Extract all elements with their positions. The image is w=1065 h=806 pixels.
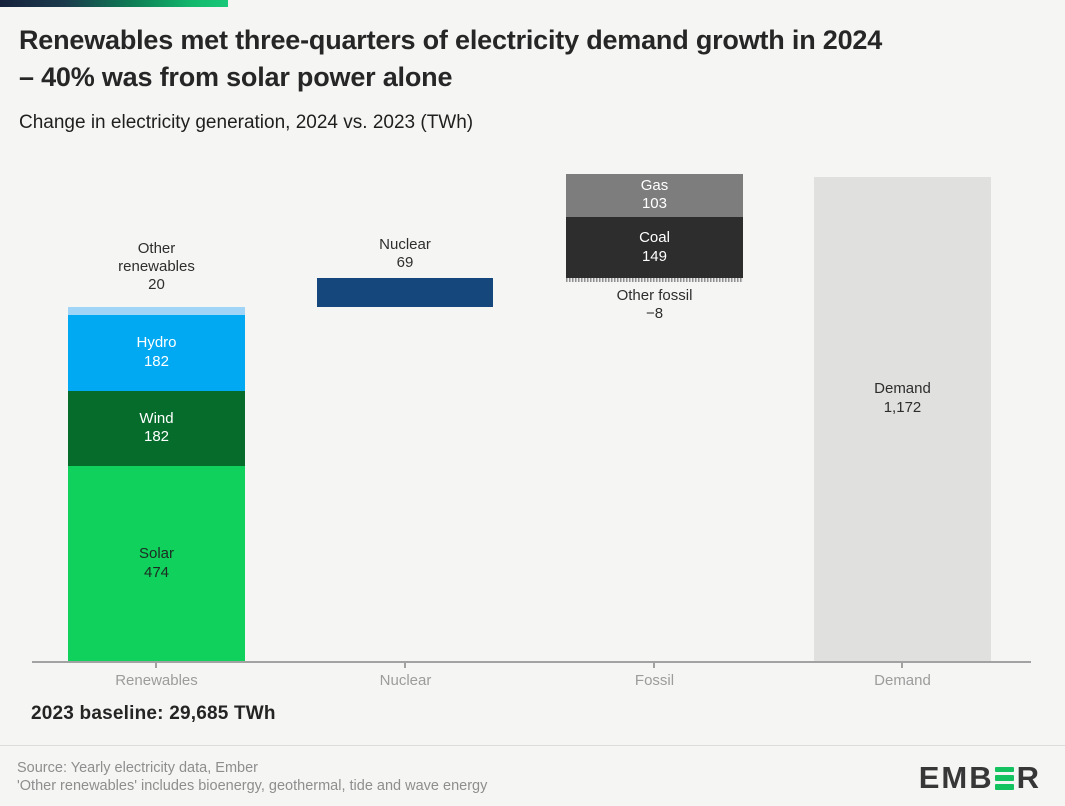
x-axis-tick-demand (901, 663, 903, 668)
footnote-text: 'Other renewables' includes bioenergy, g… (17, 777, 488, 794)
label-other-fossil: Other fossil −8 (616, 287, 693, 322)
x-axis-label-demand: Demand (874, 672, 931, 689)
title-line-2: – 40% was from solar power alone (19, 62, 453, 92)
bar-group-renewables: Hydro 182 Wind 182 Solar 474 (68, 306, 245, 662)
segment-label-gas: Gas 103 (640, 176, 669, 213)
title-line-1: Renewables met three-quarters of electri… (19, 25, 883, 55)
footer-text: Source: Yearly electricity data, Ember '… (17, 760, 487, 795)
segment-label-coal: Coal 149 (639, 229, 670, 265)
label-other-renewables: Other renewables 20 (118, 240, 195, 293)
segment-hydro: Hydro 182 (68, 315, 245, 391)
segment-wind: Wind 182 (68, 390, 245, 466)
brand-stripe (0, 0, 228, 7)
x-axis-label-nuclear: Nuclear (379, 672, 432, 689)
segment-coal: Coal 149 (566, 216, 743, 279)
segment-solar: Solar 474 (68, 465, 245, 662)
x-axis-label-fossil: Fossil (634, 672, 675, 689)
label-nuclear: Nuclear 69 (379, 236, 431, 271)
segment-demand: Demand 1,172 (814, 177, 991, 662)
segment-other-renewables (68, 306, 245, 316)
ember-logo-text-post: R (1016, 760, 1041, 795)
segment-nuclear (317, 278, 493, 307)
segment-label-hydro: Hydro 182 (136, 334, 177, 370)
baseline-note: 2023 baseline: 29,685 TWh (31, 703, 276, 724)
x-axis-line (32, 661, 1031, 663)
page-title: Renewables met three-quarters of electri… (19, 22, 1044, 96)
bar-group-fossil: Gas 103 Coal 149 (566, 174, 743, 282)
x-axis-label-renewables: Renewables (115, 672, 198, 689)
segment-label-demand: Demand 1,172 (874, 380, 931, 416)
segment-label-solar: Solar 474 (138, 545, 175, 581)
chart-subtitle: Change in electricity generation, 2024 v… (19, 112, 474, 133)
segment-gas: Gas 103 (566, 174, 743, 217)
ember-logo: EMB R (919, 760, 1041, 796)
ember-logo-text-pre: EMB (918, 760, 994, 795)
source-text: Source: Yearly electricity data, Ember (17, 760, 258, 776)
x-axis-tick-nuclear (404, 663, 406, 668)
footer-divider (0, 745, 1065, 746)
bar-group-demand: Demand 1,172 (814, 177, 991, 662)
x-axis-tick-renewables (155, 663, 157, 668)
x-axis-tick-fossil (653, 663, 655, 668)
segment-other-fossil (566, 278, 743, 282)
segment-label-wind: Wind 182 (139, 409, 174, 446)
ember-logo-e-bars-icon (994, 766, 1014, 790)
bar-group-nuclear (317, 278, 493, 307)
